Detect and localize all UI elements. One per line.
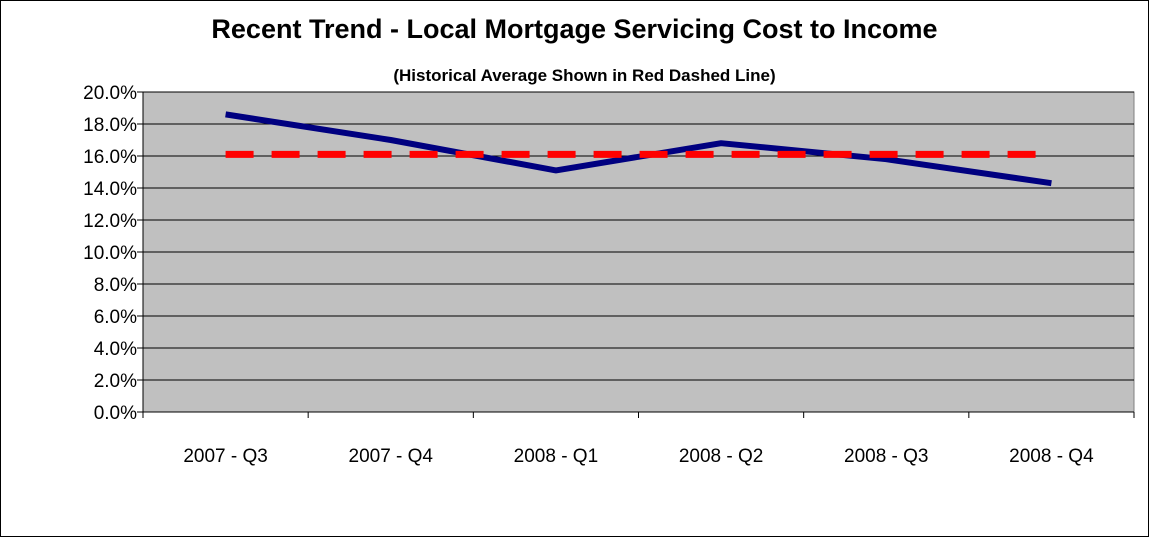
chart-title: Recent Trend - Local Mortgage Servicing …	[211, 14, 938, 44]
x-tick-label: 2008 - Q4	[1009, 446, 1094, 467]
y-tick-label: 6.0%	[94, 307, 137, 328]
x-tick-label: 2007 - Q3	[183, 446, 268, 467]
y-axis-labels: 0.0% 2.0% 4.0% 6.0% 8.0% 10.0% 12.0% 14.0% 16.0%…	[83, 83, 137, 424]
y-tick-label: 0.0%	[94, 403, 137, 424]
x-tick-label: 2008 - Q3	[844, 446, 929, 467]
x-axis-labels: 2007 - Q3 2007 - Q4 2008 - Q1 2008 - Q2 2008…	[183, 446, 1094, 467]
axes	[137, 91, 1135, 418]
x-tick-label: 2007 - Q4	[349, 446, 434, 467]
y-tick-label: 8.0%	[94, 275, 137, 296]
x-tick-label: 2008 - Q1	[514, 446, 599, 467]
trend-line	[225, 111, 1052, 187]
y-tick-label: 20.0%	[83, 83, 137, 104]
x-tick-label: 2008 - Q2	[679, 446, 764, 467]
y-tick-label: 18.0%	[83, 115, 137, 136]
y-tick-label: 12.0%	[83, 211, 137, 232]
gridlines	[143, 91, 1134, 381]
series-lines	[225, 111, 1052, 187]
chart-subtitle: (Historical Average Shown in Red Dashed …	[393, 66, 776, 85]
y-tick-label: 4.0%	[94, 339, 137, 360]
y-tick-label: 16.0%	[83, 147, 137, 168]
y-tick-label: 2.0%	[94, 371, 137, 392]
y-tick-label: 14.0%	[83, 179, 137, 200]
y-tick-label: 10.0%	[83, 243, 137, 264]
